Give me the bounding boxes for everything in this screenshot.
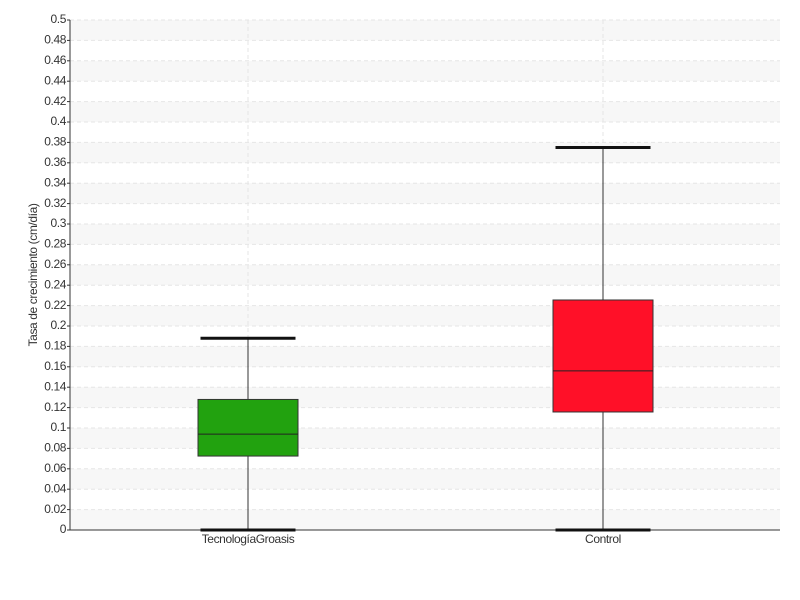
- grid-band: [70, 346, 780, 367]
- y-tick-label: 0.14: [44, 379, 66, 393]
- y-tick-label: 0.08: [44, 441, 66, 455]
- y-tick-label: 0.22: [44, 298, 66, 312]
- y-tick-label: 0.34: [44, 175, 66, 189]
- y-tick-label: 0.04: [44, 481, 66, 495]
- box: [552, 299, 654, 413]
- y-tick-label: 0.18: [44, 339, 66, 353]
- grid-band: [70, 224, 780, 245]
- grid-band: [70, 305, 780, 326]
- x-tick-label: Control: [585, 532, 621, 546]
- grid-band: [70, 101, 780, 122]
- y-tick-label: 0.1: [51, 420, 67, 434]
- y-tick-label: 0.3: [51, 216, 67, 230]
- y-tick-label: 0.2: [51, 318, 67, 332]
- y-tick-label: 0.16: [44, 359, 66, 373]
- grid-band: [70, 142, 780, 163]
- y-axis-label: Tasa de crecimiento (cm/día): [26, 203, 40, 346]
- y-tick-label: 0.4: [51, 114, 67, 128]
- grid-band: [70, 183, 780, 204]
- grid-band: [70, 60, 780, 82]
- y-tick-label: 0.06: [44, 461, 66, 475]
- y-tick-label: 0.26: [44, 257, 66, 271]
- y-tick-label: 0.38: [44, 135, 66, 149]
- grid-band: [70, 468, 780, 490]
- x-tick-label: TecnologíaGroasis: [202, 532, 295, 546]
- y-tick-label: 0.32: [44, 196, 66, 210]
- grid-band: [70, 387, 780, 408]
- y-tick-label: 0.44: [44, 73, 66, 87]
- y-tick-label: 0.42: [44, 94, 66, 108]
- grid-band: [70, 20, 780, 41]
- grid-band: [70, 509, 780, 530]
- y-tick-label: 0.46: [44, 53, 66, 67]
- y-tick-label: 0: [60, 522, 67, 536]
- y-tick-label: 0.5: [51, 12, 67, 26]
- y-tick-label: 0.02: [44, 502, 66, 516]
- y-tick-label: 0.12: [44, 400, 66, 414]
- y-tick-label: 0.36: [44, 155, 66, 169]
- box: [197, 398, 299, 457]
- y-tick-label: 0.28: [44, 237, 66, 251]
- y-tick-label: 0.24: [44, 277, 66, 291]
- grid-band: [70, 428, 780, 449]
- y-tick-label: 0.48: [44, 33, 66, 47]
- grid-band: [70, 264, 780, 286]
